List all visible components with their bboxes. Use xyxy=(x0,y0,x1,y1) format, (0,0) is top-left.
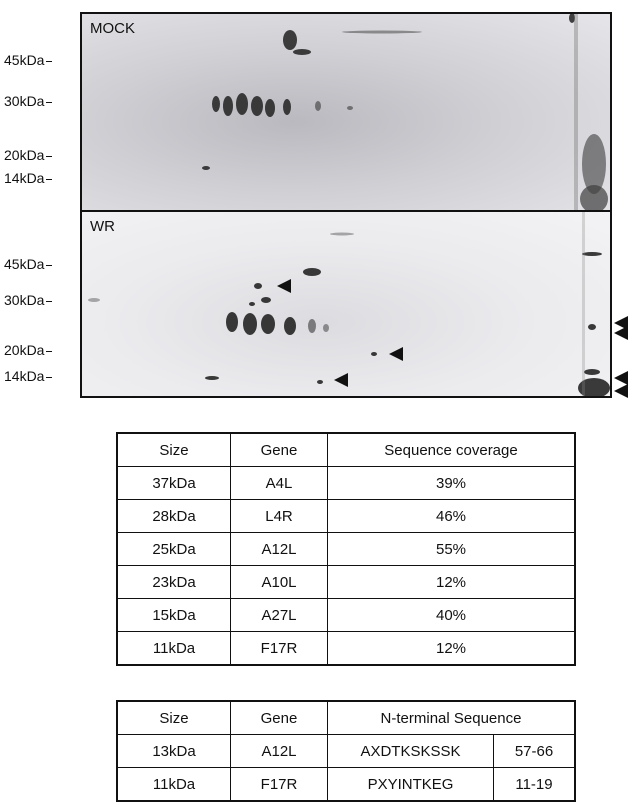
cell-gene: A10L xyxy=(230,565,328,599)
arrowhead-37kda xyxy=(277,279,291,293)
mock-marker-20: 20kDa xyxy=(4,147,53,163)
header-gene: Gene xyxy=(230,432,328,467)
arrowhead-11kda xyxy=(334,373,348,387)
gel-mock-label: MOCK xyxy=(90,20,135,37)
cell-sequence: PXYINTKEG xyxy=(327,767,494,802)
header-size: Size xyxy=(116,432,231,467)
mock-marker-14: 14kDa xyxy=(4,170,53,186)
wr-marker-14: 14kDa xyxy=(4,368,53,384)
cell-size: 23kDa xyxy=(116,565,231,599)
n-terminal-sequence-table: Size Gene N-terminal Sequence 13kDa A12L… xyxy=(116,700,576,802)
table-row: 23kDa A10L 12% xyxy=(116,565,576,599)
wr-marker-20: 20kDa xyxy=(4,342,53,358)
gel-mock-panel: MOCK xyxy=(80,12,612,212)
cell-gene: A12L xyxy=(230,532,328,566)
gel-wr-spots xyxy=(88,212,610,396)
cell-size: 11kDa xyxy=(116,767,231,802)
cell-gene: L4R xyxy=(230,499,328,533)
cell-size: 28kDa xyxy=(116,499,231,533)
arrowhead-23kda xyxy=(389,347,403,361)
header-sequence-coverage: Sequence coverage xyxy=(327,432,576,467)
cell-sequence: AXDTKSKSSK xyxy=(327,734,494,768)
table-row: 37kDa A4L 39% xyxy=(116,466,576,500)
cell-coverage: 40% xyxy=(327,598,576,632)
table-row: 13kDa A12L AXDTKSKSSK 57-66 xyxy=(116,734,576,768)
sequence-coverage-table: Size Gene Sequence coverage 37kDa A4L 39… xyxy=(116,432,576,666)
arrowhead-right-2 xyxy=(614,326,628,340)
gel-mock-spots xyxy=(202,14,608,210)
cell-gene: F17R xyxy=(230,767,328,802)
header-size: Size xyxy=(116,700,231,735)
table-row: 25kDa A12L 55% xyxy=(116,532,576,566)
table-row: 11kDa F17R PXYINTKEG 11-19 xyxy=(116,767,576,802)
cell-size: 11kDa xyxy=(116,631,231,666)
cell-coverage: 12% xyxy=(327,565,576,599)
cell-gene: A12L xyxy=(230,734,328,768)
wr-marker-30: 30kDa xyxy=(4,292,53,308)
cell-gene: A27L xyxy=(230,598,328,632)
gel-wr-panel: WR xyxy=(80,210,612,398)
mock-marker-45: 45kDa xyxy=(4,52,53,68)
cell-coverage: 12% xyxy=(327,631,576,666)
cell-coverage: 39% xyxy=(327,466,576,500)
table-row: 15kDa A27L 40% xyxy=(116,598,576,632)
gel-wr-label: WR xyxy=(90,218,115,235)
wr-marker-45: 45kDa xyxy=(4,256,53,272)
cell-coverage: 55% xyxy=(327,532,576,566)
cell-residues: 11-19 xyxy=(493,767,576,802)
arrowhead-right-4 xyxy=(614,384,628,398)
table-row: 28kDa L4R 46% xyxy=(116,499,576,533)
cell-size: 37kDa xyxy=(116,466,231,500)
mock-marker-30: 30kDa xyxy=(4,93,53,109)
cell-gene: F17R xyxy=(230,631,328,666)
header-n-terminal-sequence: N-terminal Sequence xyxy=(327,700,576,735)
cell-coverage: 46% xyxy=(327,499,576,533)
table-header-row: Size Gene N-terminal Sequence xyxy=(116,700,576,735)
cell-residues: 57-66 xyxy=(493,734,576,768)
arrowhead-right-3 xyxy=(614,371,628,385)
table-header-row: Size Gene Sequence coverage xyxy=(116,432,576,467)
table-row: 11kDa F17R 12% xyxy=(116,631,576,666)
cell-gene: A4L xyxy=(230,466,328,500)
header-gene: Gene xyxy=(230,700,328,735)
cell-size: 13kDa xyxy=(116,734,231,768)
cell-size: 25kDa xyxy=(116,532,231,566)
cell-size: 15kDa xyxy=(116,598,231,632)
